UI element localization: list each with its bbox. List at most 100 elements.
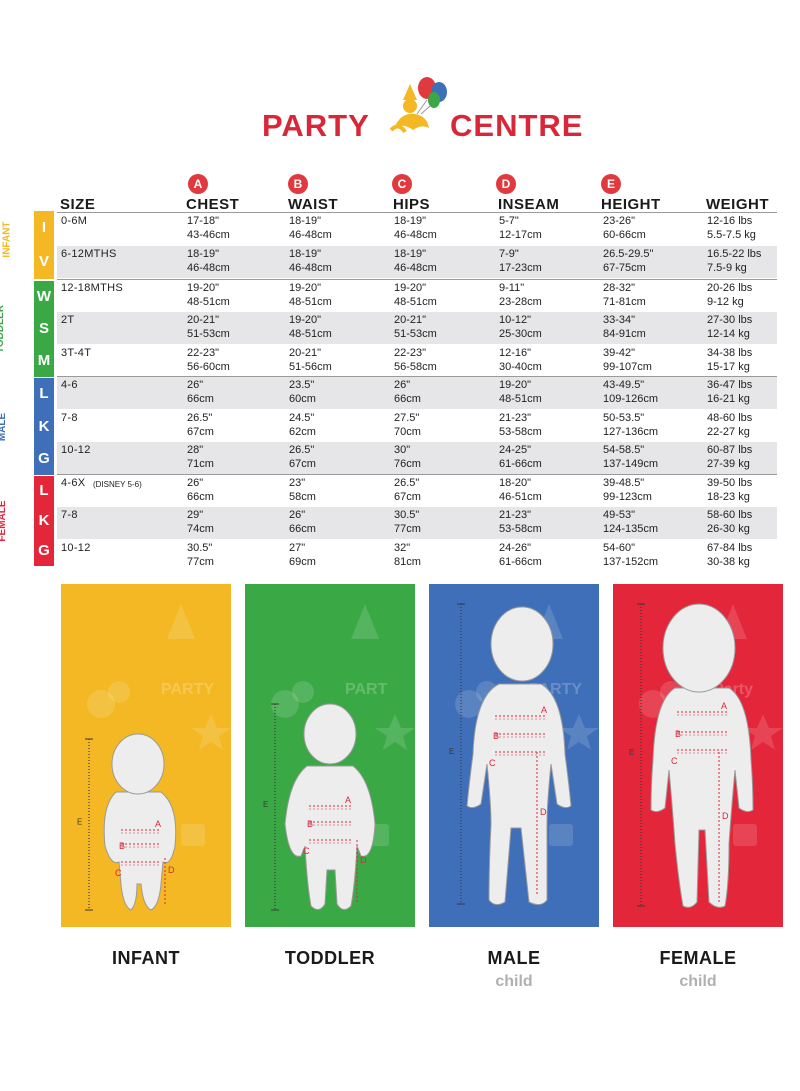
table-row: 7-8 26.5" 67cm 24.5" 62cm 27.5" 70cm 21-23" … [57, 410, 777, 442]
cell-chest: 29" 74cm [187, 509, 214, 535]
cell-weight: 60-87 lbs 27-39 kg [707, 444, 753, 470]
svg-text:E: E [77, 818, 82, 827]
cell-hips: 19-20" 48-51cm [394, 282, 437, 308]
cell-weight: 27-30 lbs 12-14 kg [707, 314, 753, 340]
table-row: 12-18MTHS 19-20" 48-51cm 19-20" 48-51cm 19-… [57, 280, 777, 312]
table-row: 4-6 26" 66cm 23.5" 60cm 26" 66cm 19-20" 48-5… [57, 377, 777, 409]
cell-weight: 36-47 lbs 16-21 kg [707, 379, 753, 405]
cell-inseam: 24-25" 61-66cm [499, 444, 542, 470]
size-letter: L [39, 385, 49, 403]
svg-text:D: D [168, 865, 175, 875]
cell-chest: 22-23" 56-60cm [187, 347, 230, 373]
cell-hips: 20-21" 51-53cm [394, 314, 437, 340]
table-row: 10-12 28" 71cm 26.5" 67cm 30" 76cm 24-25" 61… [57, 442, 777, 474]
svg-text:A: A [721, 701, 727, 711]
header-letter-waist: B [288, 174, 308, 194]
cell-size: 0-6M [61, 215, 88, 227]
figure-panel: PARTY E A B C D [61, 584, 231, 927]
svg-text:D: D [360, 855, 367, 865]
cell-inseam: 5-7" 12-17cm [499, 215, 542, 241]
cell-weight: 12-16 lbs 5.5-7.5 kg [707, 215, 756, 241]
cell-height: 39-48.5" 99-123cm [603, 477, 652, 503]
panel-title: TODDLER [284, 948, 376, 968]
svg-text:A: A [345, 795, 351, 805]
table-row: 7-8 29" 74cm 26" 66cm 30.5" 77cm 21-23" 53-5… [57, 507, 777, 539]
cell-size: 4-6 [61, 379, 78, 391]
size-letter: W [36, 288, 52, 305]
party-watermark: PARTY [161, 681, 214, 698]
body-silhouette [103, 791, 177, 911]
cell-inseam: 21-23" 53-58cm [499, 412, 542, 438]
cell-waist: 26" 66cm [289, 509, 316, 535]
cell-hips: 30" 76cm [394, 444, 421, 470]
table-row: 3T-4T 22-23" 56-60cm 20-21" 51-56cm 22-23" … [57, 345, 777, 377]
size-group-label: CHILD FEMALE [0, 500, 8, 542]
cell-hips: 32" 81cm [394, 542, 421, 568]
cell-inseam: 12-16" 30-40cm [499, 347, 542, 373]
cell-hips: 18-19" 46-48cm [394, 248, 437, 274]
cell-waist: 23" 58cm [289, 477, 316, 503]
header-letter-hips: C [392, 174, 412, 194]
header-size: SIZE [60, 196, 96, 213]
size-letter: M [37, 352, 51, 369]
cell-weight: 58-60 lbs 26-30 kg [707, 509, 753, 535]
cell-size: 6-12MTHS [61, 248, 117, 260]
size-letter: G [38, 542, 50, 559]
figure-panel: PARTY E A B C D [429, 584, 599, 927]
svg-text:E: E [629, 748, 634, 757]
cell-inseam: 10-12" 25-30cm [499, 314, 542, 340]
cell-waist: 24.5" 62cm [289, 412, 316, 438]
cell-weight: 39-50 lbs 18-23 kg [707, 477, 753, 503]
svg-text:C: C [489, 758, 496, 768]
cell-size: 10-12 [61, 542, 91, 554]
cell-size: 3T-4T [61, 347, 92, 359]
panel-title: INFANT [112, 948, 180, 968]
table-row: 6-12MTHS 18-19" 46-48cm 18-19" 46-48cm 18-1… [57, 246, 777, 278]
cell-waist: 27" 69cm [289, 542, 316, 568]
cell-hips: 27.5" 70cm [394, 412, 421, 438]
cell-inseam: 24-26" 61-66cm [499, 542, 542, 568]
cell-hips: 18-19" 46-48cm [394, 215, 437, 241]
size-letter: S [38, 320, 49, 337]
cell-waist: 20-21" 51-56cm [289, 347, 332, 373]
cell-height: 43-49.5" 109-126cm [603, 379, 659, 405]
size-letter: G [38, 449, 50, 467]
cell-height: 50-53.5" 127-136cm [603, 412, 659, 438]
head-silhouette [490, 606, 554, 682]
party-watermark: PART [345, 681, 388, 698]
cell-height: 49-53" 124-135cm [603, 509, 659, 535]
cell-chest: 20-21" 51-53cm [187, 314, 230, 340]
size-letter: K [38, 417, 50, 435]
party-centre-logo: PARTY CENTRE [262, 74, 592, 144]
cell-height: 23-26" 60-66cm [603, 215, 646, 241]
cell-height: 39-42" 99-107cm [603, 347, 652, 373]
header-letter-inseam: D [496, 174, 516, 194]
cell-waist: 23.5" 60cm [289, 379, 316, 405]
body-figure-illustration: PART E A B C D [263, 604, 415, 911]
cell-weight: 67-84 lbs 30-38 kg [707, 542, 753, 568]
head-silhouette [662, 603, 736, 693]
svg-text:C: C [671, 756, 678, 766]
body-silhouette [284, 765, 376, 910]
mascot-logo-icon [389, 77, 447, 134]
cell-size: 4-6X [61, 477, 86, 489]
svg-text:B: B [675, 729, 681, 739]
header-chest: CHEST [186, 196, 240, 213]
header-waist: WAIST [288, 196, 338, 213]
header-divider [57, 212, 777, 213]
panel-title: MALE [487, 948, 541, 968]
panel-subtitle: child [679, 973, 717, 990]
table-row: 2T 20-21" 51-53cm 19-20" 48-51cm 20-21" 51-… [57, 312, 777, 344]
header-hips: HIPS [393, 196, 431, 213]
cell-inseam: 9-11" 23-28cm [499, 282, 542, 308]
cell-weight: 48-60 lbs 22-27 kg [707, 412, 753, 438]
body-silhouette [650, 687, 754, 908]
cell-waist: 18-19" 46-48cm [289, 215, 332, 241]
cell-inseam: 18-20" 46-51cm [499, 477, 542, 503]
cell-waist: 18-19" 46-48cm [289, 248, 332, 274]
